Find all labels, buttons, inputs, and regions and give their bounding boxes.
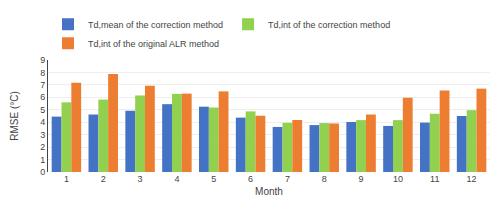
svg-text:5: 5 <box>211 174 216 184</box>
svg-text:1: 1 <box>40 155 45 165</box>
svg-text:Td,int of the correction metho: Td,int of the correction method <box>268 20 390 30</box>
svg-text:7: 7 <box>40 80 45 90</box>
svg-text:8: 8 <box>322 174 327 184</box>
svg-text:0: 0 <box>40 167 45 177</box>
svg-text:9: 9 <box>40 55 45 65</box>
svg-text:1: 1 <box>64 174 69 184</box>
svg-text:Month: Month <box>255 186 283 197</box>
svg-text:10: 10 <box>393 174 403 184</box>
svg-text:RMSE (°C): RMSE (°C) <box>9 91 20 141</box>
svg-text:5: 5 <box>40 105 45 115</box>
svg-text:11: 11 <box>430 174 439 184</box>
svg-text:2: 2 <box>40 142 45 152</box>
svg-text:8: 8 <box>40 68 45 78</box>
svg-text:12: 12 <box>467 174 477 184</box>
svg-text:9: 9 <box>359 174 364 184</box>
svg-text:Td,mean of the correction meth: Td,mean of the correction method <box>88 20 223 30</box>
svg-text:7: 7 <box>285 174 290 184</box>
svg-text:Td,int of the original ALR met: Td,int of the original ALR method <box>88 39 219 49</box>
svg-text:6: 6 <box>40 92 45 102</box>
svg-text:4: 4 <box>40 117 45 127</box>
svg-text:2: 2 <box>101 174 106 184</box>
svg-text:3: 3 <box>138 174 143 184</box>
svg-text:4: 4 <box>174 174 179 184</box>
svg-text:6: 6 <box>248 174 253 184</box>
svg-text:3: 3 <box>40 130 45 140</box>
